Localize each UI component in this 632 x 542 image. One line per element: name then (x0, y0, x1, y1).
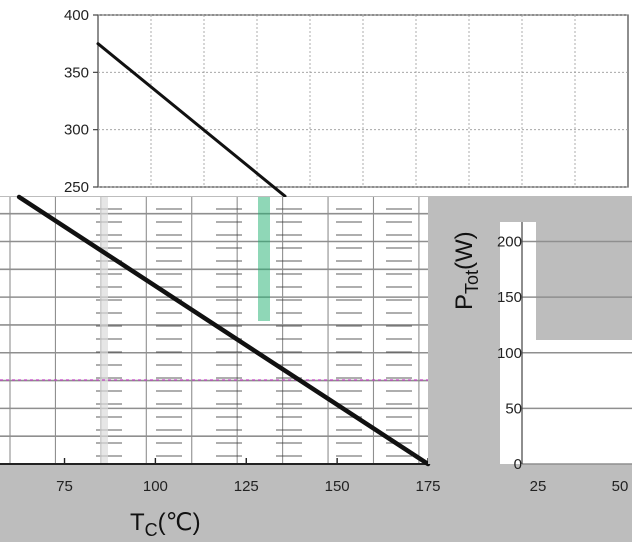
lower-x-tick-label: 150 (325, 478, 350, 495)
lower-y-tick-label: 200 (497, 234, 522, 251)
stray-tick-label-25: 25 (530, 478, 547, 495)
x-axis-title-main: T (130, 509, 145, 536)
upper-y-tick-label: 250 (64, 179, 89, 196)
stray-tick-label-50: 50 (612, 478, 629, 495)
lower-y-tick-label: 50 (505, 400, 522, 417)
upper-y-tick-label: 350 (64, 64, 89, 81)
y-tick-background (500, 222, 536, 464)
lower-x-tick-label: 100 (143, 478, 168, 495)
y-axis-title: PTot(W) (451, 231, 482, 310)
upper-plot-panel: 400 350 300 250 (0, 0, 632, 198)
green-artifact-band (258, 197, 270, 321)
y-axis-title-unit: (W) (451, 231, 478, 270)
grey-artifact-band (100, 197, 108, 464)
x-axis-title-subscript: C (145, 520, 158, 540)
lower-x-tick-label: 175 (415, 478, 440, 495)
lower-x-tick-label: 125 (234, 478, 259, 495)
lower-derating-line (16, 194, 431, 467)
upper-y-tick-label: 400 (64, 7, 89, 24)
lower-y-tick-label: 0 (514, 456, 522, 473)
lower-x-tick-label: 75 (56, 478, 73, 495)
lower-y-tick-label: 150 (497, 289, 522, 306)
lower-y-tick-label: 100 (497, 345, 522, 362)
x-axis-title-unit: (℃) (158, 509, 201, 536)
right-strip-glitch (536, 197, 632, 340)
upper-derating-line (96, 42, 287, 198)
upper-y-tick-label: 300 (64, 122, 89, 139)
lower-plot-panel: 75 100 125 150 175 0 50 100 150 200 (0, 194, 632, 495)
y-axis-title-subscript: Tot (462, 270, 482, 294)
y-axis-title-main: P (451, 294, 478, 310)
x-axis-title: TC(℃) (130, 509, 201, 540)
